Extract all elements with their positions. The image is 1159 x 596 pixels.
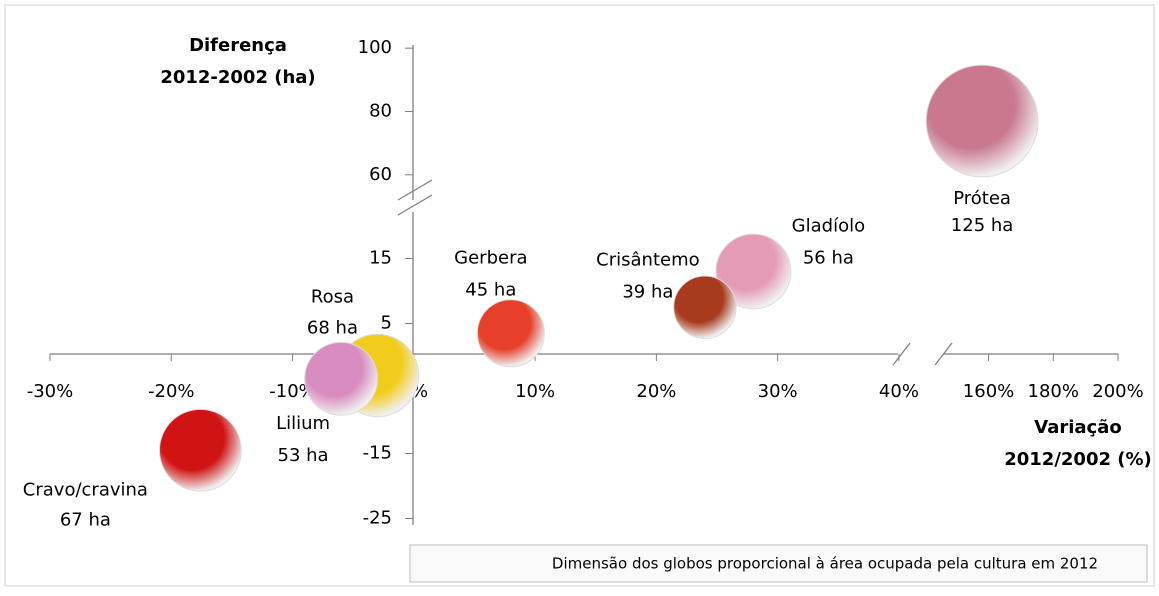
x-tick-label: -10% — [269, 381, 316, 402]
bubble-name: Crisântemo — [596, 249, 699, 270]
bubble — [158, 408, 242, 492]
bubble-size-label: 56 ha — [803, 248, 854, 269]
bubble-name: Gerbera — [454, 247, 527, 268]
bubble-size-label: 67 ha — [60, 509, 111, 530]
x-tick-label: -30% — [27, 381, 74, 402]
y-axis-break — [397, 179, 433, 216]
x-tick-label: 200% — [1092, 381, 1143, 402]
y-tick-label: 100 — [358, 37, 392, 58]
bubble-size-label: 68 ha — [307, 318, 358, 339]
x-tick-label: 180% — [1028, 381, 1079, 402]
bubble — [925, 64, 1039, 178]
note: Dimensão dos globos proporcional à área … — [552, 555, 1098, 573]
y-tick-label: 5 — [381, 313, 392, 334]
bubble — [304, 341, 378, 416]
y-axis-title: 2012-2002 (ha) — [160, 67, 315, 88]
x-tick-label: -20% — [148, 381, 195, 402]
x-axis-title: 2012/2002 (%) — [1004, 449, 1152, 470]
y-tick-label: -25 — [363, 508, 392, 529]
y-tick-label: 60 — [369, 164, 392, 185]
bubble-name: Lilium — [276, 413, 330, 434]
x-tick-label: 40% — [879, 381, 919, 402]
x-tick-label: 20% — [636, 381, 676, 402]
bubble-name: Rosa — [311, 287, 354, 308]
x-axis-title: Variação — [1034, 417, 1121, 438]
y-axis-title: Diferença — [189, 35, 287, 56]
bubble-size-label: 39 ha — [622, 281, 673, 302]
x-tick-label: 30% — [758, 381, 798, 402]
y-tick-label: 15 — [369, 248, 392, 269]
note-box — [409, 544, 1148, 583]
bubble-size-label: 53 ha — [278, 445, 329, 466]
x-tick-label: 160% — [963, 381, 1014, 402]
bubble — [476, 299, 545, 368]
bubble — [715, 233, 792, 310]
x-axis-break — [892, 342, 953, 366]
bubble-name: Gladíolo — [792, 216, 865, 237]
bubble — [673, 275, 737, 339]
y-tick-label: 80 — [369, 101, 392, 122]
y-tick-label: -15 — [363, 443, 392, 464]
frame — [4, 4, 1155, 587]
bubble-name: Prótea — [953, 188, 1011, 209]
bubble-size-label: 125 ha — [951, 215, 1014, 236]
bubble-size-label: 45 ha — [465, 279, 516, 300]
bubble-name: Cravo/cravina — [23, 479, 148, 500]
x-tick-label: 10% — [515, 381, 555, 402]
